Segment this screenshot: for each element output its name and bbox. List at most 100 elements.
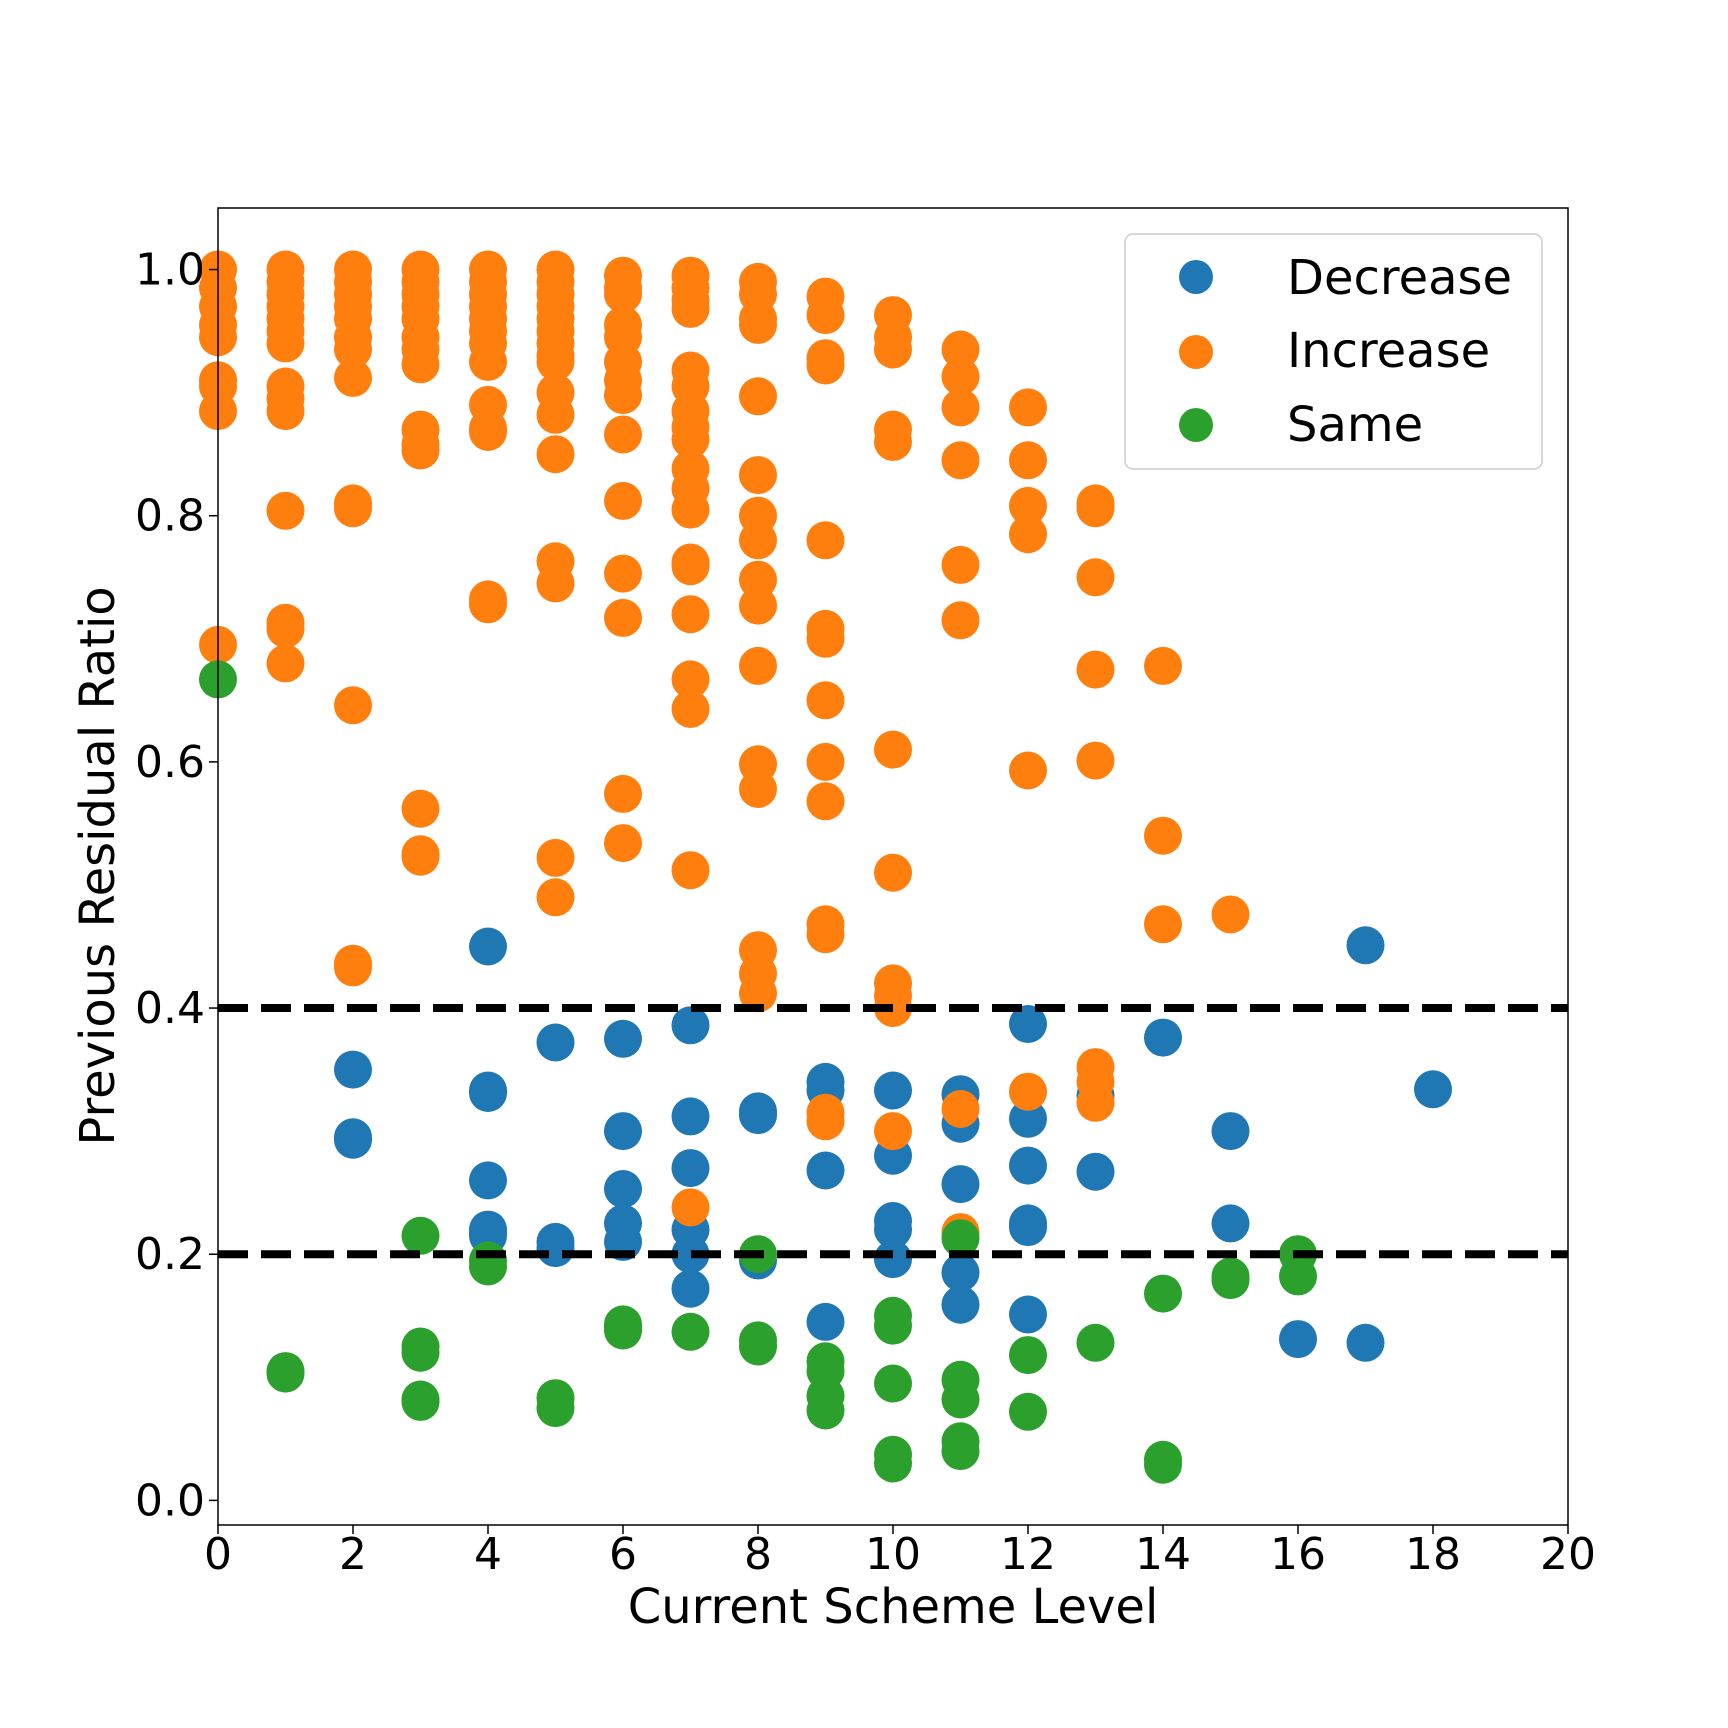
point-increase: [604, 774, 642, 813]
x-axis-label: Current Scheme Level: [628, 1579, 1159, 1635]
point-increase: [671, 420, 710, 459]
point-increase: [1009, 486, 1047, 525]
point-decrease: [671, 1269, 710, 1308]
point-increase: [536, 838, 575, 877]
point-increase: [1009, 751, 1047, 790]
point-increase: [874, 422, 912, 461]
point-increase: [941, 1090, 980, 1128]
legend-label-increase: Increase: [1287, 323, 1490, 379]
point-increase: [941, 388, 980, 427]
point-increase: [334, 330, 372, 369]
point-decrease: [671, 1097, 710, 1136]
point-increase: [671, 660, 710, 699]
point-increase: [334, 686, 372, 725]
y-tick-label: 0.0: [135, 1475, 205, 1526]
reference-lines: [218, 1004, 1568, 1259]
point-same: [604, 1311, 642, 1350]
point-increase: [334, 358, 372, 397]
point-increase: [1076, 558, 1115, 597]
point-increase: [874, 730, 912, 769]
point-decrease: [671, 1149, 710, 1188]
point-increase: [604, 598, 642, 637]
point-increase: [806, 521, 845, 560]
point-increase: [266, 644, 305, 683]
point-increase: [739, 456, 777, 495]
point-increase: [1009, 388, 1047, 427]
point-same: [266, 1354, 305, 1393]
point-increase: [1076, 650, 1115, 689]
point-decrease: [874, 1210, 912, 1249]
point-decrease: [604, 1112, 642, 1151]
point-increase: [1144, 646, 1182, 685]
point-increase: [806, 681, 845, 720]
point-decrease: [1211, 1204, 1250, 1243]
legend-marker-increase: [1179, 335, 1213, 369]
y-tick-label: 1.0: [135, 245, 205, 296]
point-decrease: [469, 1161, 507, 1200]
point-increase: [604, 275, 642, 314]
point-decrease: [334, 1120, 372, 1159]
point-decrease: [469, 1074, 507, 1112]
legend-marker-decrease: [1179, 260, 1213, 294]
point-increase: [941, 601, 980, 640]
legend-frame: [1124, 233, 1543, 470]
point-same: [1279, 1257, 1317, 1296]
point-decrease: [334, 1050, 372, 1089]
point-increase: [671, 851, 710, 890]
point-increase: [604, 481, 642, 520]
point-decrease: [1009, 1208, 1047, 1247]
point-decrease: [941, 1165, 980, 1204]
point-increase: [806, 346, 845, 385]
y-tick-label: 0.8: [135, 491, 205, 542]
point-same: [1009, 1392, 1047, 1431]
x-tick-label: 18: [1405, 1529, 1461, 1580]
point-increase: [266, 392, 305, 431]
point-increase: [469, 585, 507, 624]
point-decrease: [536, 1023, 575, 1062]
point-decrease: [536, 1229, 575, 1268]
point-same: [536, 1389, 575, 1428]
point-increase: [401, 431, 440, 470]
point-decrease: [1414, 1070, 1452, 1109]
point-decrease: [1346, 1323, 1385, 1362]
y-axis-label: Previous Residual Ratio: [70, 586, 126, 1145]
point-increase: [941, 545, 980, 584]
x-tick-label: 10: [865, 1529, 921, 1580]
point-decrease: [1076, 1152, 1115, 1191]
point-increase: [671, 690, 710, 728]
point-increase: [604, 415, 642, 454]
point-decrease: [1009, 1099, 1047, 1138]
legend-label-same: Same: [1287, 397, 1423, 453]
x-tick-label: 0: [204, 1529, 232, 1580]
point-increase: [806, 296, 845, 335]
point-decrease: [941, 1253, 980, 1292]
point-same: [941, 1432, 980, 1471]
point-same: [806, 1391, 845, 1430]
point-same: [401, 1216, 440, 1255]
point-increase: [671, 1188, 710, 1227]
point-decrease: [1279, 1320, 1317, 1359]
point-increase: [1076, 489, 1115, 528]
point-decrease: [874, 1240, 912, 1279]
point-increase: [334, 489, 372, 528]
point-increase: [941, 441, 980, 480]
point-decrease: [469, 927, 507, 966]
point-increase: [806, 742, 845, 781]
point-increase: [874, 1112, 912, 1151]
y-tick-label: 0.4: [135, 983, 205, 1034]
point-decrease: [1009, 1295, 1047, 1334]
point-increase: [941, 330, 980, 369]
point-increase: [1211, 895, 1250, 934]
point-decrease: [806, 1302, 845, 1341]
point-increase: [1009, 1072, 1047, 1111]
point-increase: [401, 789, 440, 828]
point-increase: [806, 782, 845, 821]
point-increase: [739, 770, 777, 808]
x-tick-label: 14: [1135, 1529, 1191, 1580]
point-increase: [1076, 1083, 1115, 1122]
point-decrease: [1009, 1005, 1047, 1043]
point-increase: [536, 395, 575, 434]
point-increase: [1009, 441, 1047, 480]
point-increase: [536, 564, 575, 603]
